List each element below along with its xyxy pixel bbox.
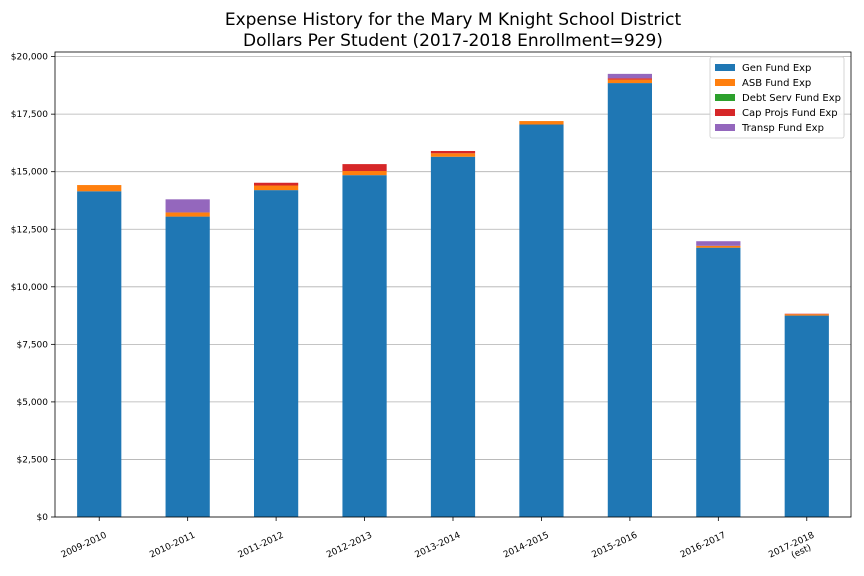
x-tick-label: 2016-2017	[679, 531, 728, 561]
x-tick-label: 2012-2013	[325, 531, 374, 561]
x-tick-label-line: 2009-2010	[60, 531, 109, 561]
bar-segment-asb-fund-exp	[430, 153, 476, 157]
bar-segment-transp-fund-exp	[607, 73, 652, 79]
bar-segment-asb-fund-exp	[519, 121, 564, 125]
legend-swatch	[715, 64, 735, 71]
x-tick-label: 2015-2016	[590, 531, 639, 561]
bar-segment-gen-fund-exp	[784, 315, 829, 517]
bar-segment-gen-fund-exp	[430, 156, 476, 517]
x-tick-label-line: 2016-2017	[679, 531, 728, 561]
bar-segment-gen-fund-exp	[696, 247, 741, 517]
bar-segment-asb-fund-exp	[696, 245, 741, 248]
y-tick-label: $15,000	[11, 168, 48, 178]
x-tick-label-line: 2012-2013	[325, 531, 374, 561]
bar-segment-gen-fund-exp	[607, 83, 652, 518]
bar-segment-asb-fund-exp	[165, 212, 210, 217]
legend-swatch	[715, 94, 735, 101]
chart-title-line-2: Dollars Per Student (2017-2018 Enrollmen…	[243, 31, 663, 51]
bar-segment-asb-fund-exp	[77, 185, 122, 192]
x-tick-label: 2014-2015	[502, 531, 551, 561]
x-tick-label: 2013-2014	[414, 531, 463, 561]
bar-segment-gen-fund-exp	[254, 190, 299, 517]
x-tick-label: 2009-2010	[60, 531, 109, 561]
bar-segment-cap-projs-fund-exp	[430, 150, 476, 154]
bar-segment-cap-projs-fund-exp	[607, 78, 652, 80]
x-tick-label: 2010-2011	[148, 531, 197, 561]
legend-label: Transp Fund Exp	[741, 123, 824, 134]
x-tick-label-line: 2013-2014	[414, 531, 463, 561]
legend-label: Gen Fund Exp	[742, 63, 811, 74]
y-tick-label: $0	[37, 513, 49, 523]
bar-segment-cap-projs-fund-exp	[342, 164, 387, 172]
bar-segment-asb-fund-exp	[342, 171, 387, 176]
legend-label: Debt Serv Fund Exp	[742, 93, 841, 104]
x-tick-label-line: 2015-2016	[590, 531, 639, 561]
bar-segment-gen-fund-exp	[165, 216, 210, 517]
bar-segment-gen-fund-exp	[342, 175, 387, 517]
y-tick-label: $2,500	[17, 455, 49, 465]
bar-segment-transp-fund-exp	[696, 241, 741, 246]
legend-box	[709, 56, 845, 139]
bar-segment-gen-fund-exp	[519, 124, 564, 517]
bar-segment-asb-fund-exp	[254, 185, 299, 191]
y-tick-label: $17,500	[11, 110, 48, 120]
legend-swatch	[715, 79, 735, 86]
x-tick-label-line: 2011-2012	[237, 531, 286, 561]
y-tick-label: $5,000	[17, 398, 49, 408]
bar-segment-asb-fund-exp	[607, 79, 652, 84]
x-tick-label: 2011-2012	[237, 531, 286, 561]
y-tick-label: $10,000	[11, 283, 48, 293]
legend-swatch	[715, 109, 735, 116]
x-tick-label: 2017-2018(est)	[767, 531, 820, 570]
plot-frame	[54, 51, 852, 518]
bar-segment-transp-fund-exp	[165, 199, 210, 213]
legend-swatch	[715, 124, 735, 131]
bar-segment-asb-fund-exp	[784, 314, 829, 316]
bar-segment-cap-projs-fund-exp	[254, 182, 299, 186]
y-tick-label: $12,500	[11, 225, 48, 235]
y-tick-label: $7,500	[17, 340, 49, 350]
x-tick-label-line: 2014-2015	[502, 531, 551, 561]
chart-title-line-1: Expense History for the Mary M Knight Sc…	[225, 10, 682, 30]
bar-segment-gen-fund-exp	[77, 191, 122, 517]
y-tick-label: $20,000	[11, 53, 48, 63]
legend-label: ASB Fund Exp	[742, 78, 811, 89]
legend-label: Cap Projs Fund Exp	[742, 108, 838, 119]
x-tick-label-line: 2010-2011	[148, 531, 197, 561]
